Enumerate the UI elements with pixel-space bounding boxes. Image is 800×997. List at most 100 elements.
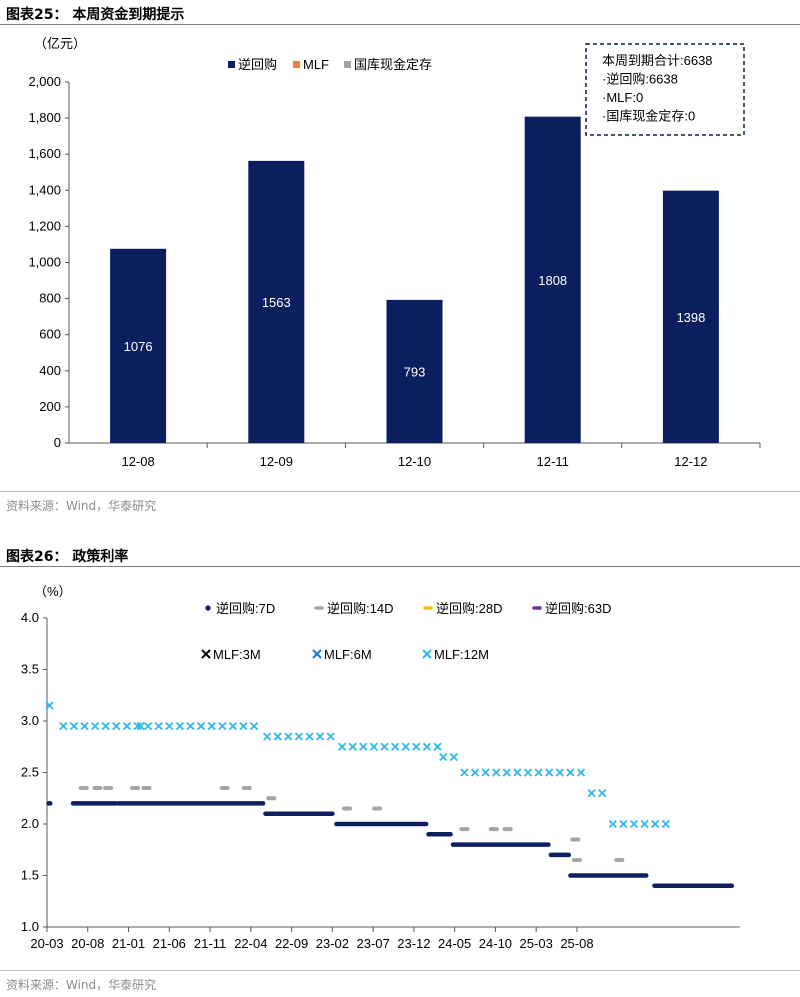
mlf-12m-point	[133, 722, 142, 731]
y-tick-label: 4.0	[21, 610, 39, 625]
mlf-12m-point	[90, 722, 100, 731]
mlf-12m-point	[45, 701, 54, 710]
x-marker-stroke	[359, 742, 368, 751]
x-marker-stroke	[326, 732, 335, 741]
x-marker-stroke	[470, 768, 480, 777]
x-marker-stroke	[45, 701, 54, 710]
legend-label: 逆回购:28D	[436, 601, 502, 616]
mlf-12m-point	[369, 742, 379, 751]
mlf-12m-point	[186, 722, 195, 731]
y-tick-label: 1.0	[21, 919, 39, 934]
figure-25-source: 资料来源：Wind，华泰研究	[6, 499, 157, 513]
mlf-12m-point	[661, 819, 670, 829]
mlf-12m-point	[576, 768, 586, 777]
x-tick-label: 24-05	[438, 936, 471, 951]
x-marker-stroke	[587, 788, 596, 798]
legend-label: 逆回购	[238, 57, 277, 72]
mlf-12m-point	[502, 768, 511, 777]
figure-26-source: 资料来源：Wind，华泰研究	[6, 978, 157, 992]
x-marker-stroke	[59, 722, 68, 731]
mlf-12m-point	[165, 722, 174, 731]
legend-label: MLF:3M	[213, 647, 261, 662]
summary-annotation-box	[585, 43, 745, 136]
x-marker-stroke	[143, 722, 153, 731]
x-marker-stroke	[69, 722, 79, 731]
x-marker-stroke	[122, 722, 132, 731]
mlf-12m-point	[112, 722, 121, 731]
x-tick-label: 21-06	[153, 936, 186, 951]
figure-26-bottom-rule	[0, 970, 800, 971]
figure-26-top-rule	[0, 566, 800, 567]
mlf-12m-point	[228, 722, 238, 731]
y-tick-label: 1,800	[28, 110, 61, 125]
x-tick-label: 23-07	[356, 936, 389, 951]
x-marker-stroke	[154, 722, 163, 731]
mlf-12m-point	[640, 819, 649, 829]
mlf-12m-point	[143, 722, 153, 731]
mlf-12m-point	[439, 752, 448, 762]
x-marker-stroke	[284, 732, 293, 741]
x-marker-stroke	[502, 768, 511, 777]
mlf-12m-point	[284, 732, 293, 741]
mlf-12m-point	[449, 752, 458, 762]
x-marker-stroke	[492, 768, 501, 777]
annotation-line: ·逆回购:6638	[602, 72, 678, 87]
mlf-12m-point	[422, 742, 432, 751]
legend-swatch	[344, 61, 351, 68]
x-tick-label: 23-02	[316, 936, 349, 951]
figure-25-bottom-rule	[0, 491, 800, 492]
mlf-12m-point	[239, 722, 248, 731]
legend-label: 国库现金定存	[354, 57, 432, 72]
mlf-12m-point	[294, 732, 304, 741]
mlf-12m-point	[136, 722, 145, 731]
mlf-12m-point	[122, 722, 132, 731]
y-tick-label: 0	[54, 435, 61, 450]
x-tick-label: 12-10	[398, 454, 431, 469]
bar-12-10	[386, 299, 443, 443]
legend-swatch	[205, 605, 211, 611]
x-marker-stroke	[608, 819, 617, 829]
mlf-12m-point	[523, 768, 533, 777]
x-marker-stroke	[651, 819, 660, 829]
x-tick-label: 12-11	[537, 454, 569, 469]
chart-funds-maturity: （亿元） 逆回购 MLF 国库现金定存 0 200 400 600 800 1,000 1,20…	[28, 36, 761, 469]
mlf-12m-point	[154, 722, 163, 731]
x-marker-stroke	[555, 768, 564, 777]
mlf-12m-point	[196, 722, 206, 731]
x-marker-stroke	[619, 819, 628, 829]
x-marker-stroke	[80, 722, 89, 731]
y-tick-label: 600	[39, 327, 61, 342]
y-tick-label: 1.5	[21, 868, 39, 883]
x-tick-label: 23-12	[397, 936, 430, 951]
mlf-12m-point	[326, 732, 335, 741]
mlf-12m-point	[608, 819, 617, 829]
x-tick-label: 25-08	[560, 936, 593, 951]
x-marker-stroke	[218, 722, 227, 731]
bar-12-11	[524, 116, 581, 443]
x-marker-stroke	[433, 742, 442, 751]
annotation-line: 本周到期合计:6638	[602, 53, 713, 68]
mlf-12m-point	[629, 819, 639, 829]
mlf-12m-point	[315, 732, 325, 741]
x-marker-stroke	[228, 722, 238, 731]
bar-12-09	[248, 160, 305, 444]
figure-25-title: 图表25： 本周资金到期提示	[6, 7, 185, 23]
x-marker-stroke	[207, 722, 216, 731]
x-tick-label: 20-03	[30, 936, 63, 951]
bar-data-label: 1398	[676, 310, 705, 325]
x-marker-stroke	[294, 732, 304, 741]
x-marker-stroke	[338, 742, 347, 751]
x-marker-stroke	[640, 819, 649, 829]
mlf-12m-point	[175, 722, 185, 731]
y-axis-unit-label: （亿元）	[34, 36, 86, 51]
x-tick-label: 21-01	[112, 936, 145, 951]
legend-label: MLF:6M	[324, 647, 372, 662]
y-tick-label: 2.5	[21, 765, 39, 780]
x-tick-label: 21-11	[194, 936, 226, 951]
legend-label: 逆回购:7D	[216, 601, 275, 616]
mlf-12m-point	[513, 768, 522, 777]
legend-swatch	[201, 649, 211, 659]
x-tick-label: 25-03	[520, 936, 553, 951]
x-tick-label: 24-10	[479, 936, 512, 951]
x-marker-stroke	[112, 722, 121, 731]
